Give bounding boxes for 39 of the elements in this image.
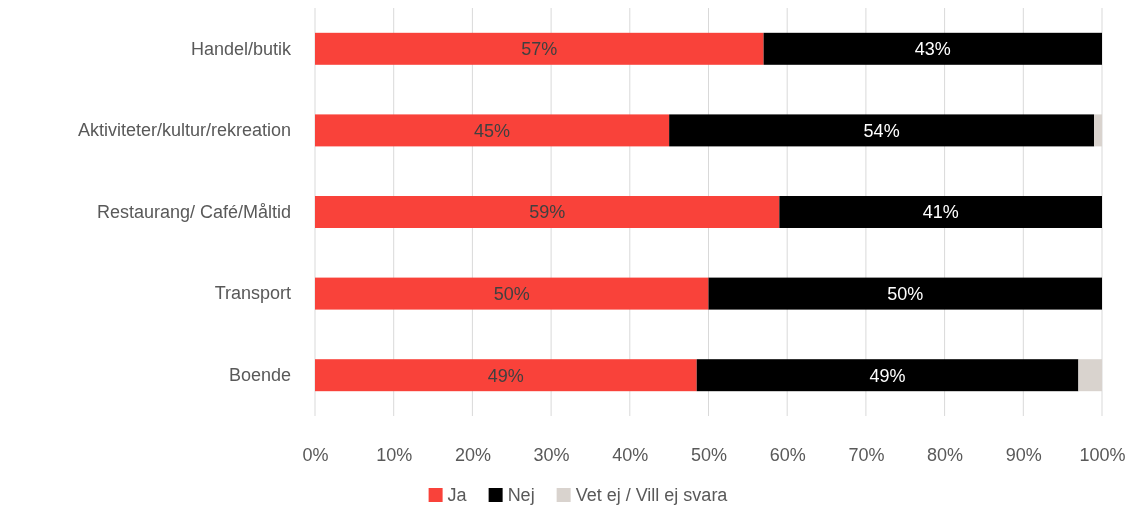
bar <box>763 32 1102 65</box>
y-tick-label: Boende <box>228 364 291 385</box>
data-label: 49% <box>487 365 524 386</box>
bar <box>669 114 1095 147</box>
data-label: 41% <box>922 202 959 223</box>
data-label: 57% <box>521 39 558 60</box>
y-tick-label: Restaurang/ Café/Måltid <box>96 201 291 222</box>
legend-label: Ja <box>447 485 468 506</box>
legend-label: Vet ej / Vill ej svara <box>575 485 729 506</box>
bar <box>315 277 709 310</box>
x-tick-label: 20% <box>454 444 491 465</box>
bar <box>708 277 1102 310</box>
x-tick-label: 90% <box>1005 444 1042 465</box>
y-tick-label: Transport <box>214 283 291 304</box>
x-tick-label: 10% <box>376 444 413 465</box>
x-tick-label: 50% <box>690 444 728 465</box>
data-label: 50% <box>887 283 924 304</box>
data-label: 59% <box>529 202 566 223</box>
bar <box>315 114 670 147</box>
x-tick-label: 70% <box>848 444 885 465</box>
y-tick-label: Aktiviteter/kultur/rekreation <box>77 120 291 141</box>
data-label: 49% <box>869 365 906 386</box>
data-label: 50% <box>493 283 530 304</box>
x-tick-label: 80% <box>927 444 964 465</box>
x-tick-label: 60% <box>769 444 806 465</box>
data-label: 45% <box>474 120 511 141</box>
data-label: 54% <box>863 120 900 141</box>
bar <box>315 359 697 392</box>
data-label: 43% <box>914 39 951 60</box>
x-tick-label: 0% <box>302 444 329 465</box>
x-tick-label: 30% <box>533 444 570 465</box>
x-tick-label: 40% <box>612 444 649 465</box>
bar <box>315 32 764 65</box>
bar <box>315 196 780 228</box>
bar <box>696 359 1079 392</box>
legend-label: Nej <box>507 485 535 506</box>
x-tick-label: 100% <box>1079 444 1126 465</box>
bar <box>779 196 1102 228</box>
y-tick-label: Handel/butik <box>190 38 292 59</box>
